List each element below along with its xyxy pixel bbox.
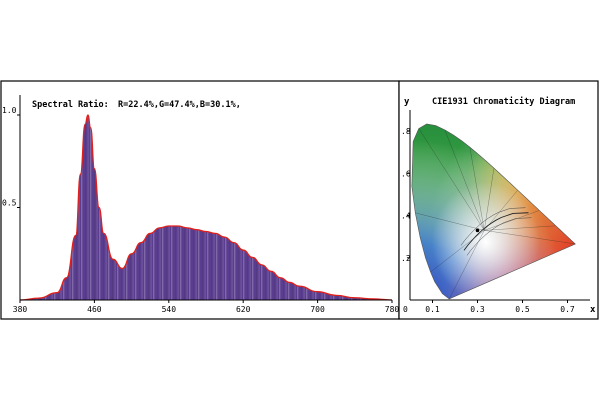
cie-x-axis-label: x — [590, 305, 596, 315]
spectrum-x-tick-label: 460 — [87, 305, 102, 314]
spectrum-curve — [19, 114, 393, 301]
cie-x-ticks: 0.1 0.3 0.5 0.7 — [425, 300, 575, 314]
cie-y-axis-label: y — [404, 97, 410, 107]
spectrum-x-tick-label: 780 — [385, 305, 400, 314]
cie-x-tick-label: 0.5 — [515, 305, 530, 314]
cie-region-line — [484, 210, 540, 231]
spectrum-x-tick-label: 700 — [310, 305, 325, 314]
cie-y-tick-label: .4 — [401, 212, 411, 221]
cie-x-tick-label: 0.1 — [425, 305, 440, 314]
cie-x-tick-label: 0.3 — [470, 305, 485, 314]
cie-chart: .8 .6 .4 .2 0.1 0.3 0.5 0.7 y x CIE1931 Chroma… — [398, 80, 599, 320]
cie-region-line — [469, 147, 485, 231]
spectrum-y-ticks: 1.0 0.5 — [2, 106, 20, 208]
cie-x-tick-label: 0.7 — [560, 305, 575, 314]
cie-region-line — [484, 190, 518, 231]
spectrum-x-tick-label: 380 — [13, 305, 28, 314]
cie-y-tick-label: .8 — [401, 127, 411, 136]
spectrum-y-tick-label: 0.5 — [2, 199, 17, 208]
spectrum-ratio-values: R=22.4%,G=47.4%,B=30.1%, — [118, 100, 241, 110]
cie-region-line — [484, 230, 576, 245]
cie-spectral-locus — [411, 123, 576, 300]
cie-y-tick-label: .2 — [401, 254, 411, 263]
cie-y-tick-label: .6 — [401, 169, 411, 178]
spectrum-y-tick-label: 1.0 — [2, 106, 17, 115]
cie-measured-point — [475, 228, 480, 233]
spectrum-x-tick-label: 540 — [162, 305, 177, 314]
cie-region-line — [415, 212, 485, 231]
cie-planckian-band-upper — [460, 207, 526, 246]
spectrum-title: Spectral Ratio: — [32, 99, 109, 110]
cie-measured-points — [475, 228, 480, 233]
cie-origin-label: 0 — [403, 305, 408, 314]
cie-planckian-locus — [463, 212, 529, 251]
cie-y-ticks: .8 .6 .4 .2 — [401, 127, 411, 263]
cie-region-line — [484, 225, 556, 231]
cie-region-line — [418, 128, 485, 231]
spectrum-chart: 1.0 0.5 380 460 540 620 700 780 Spectral Ratio… — [0, 80, 400, 320]
cie-planckian-band-lower — [466, 217, 532, 256]
cie-title: CIE1931 Chromaticity Diagram — [432, 96, 575, 107]
cie-region-line — [444, 129, 485, 231]
spectrum-x-tick-label: 620 — [236, 305, 251, 314]
spectrum-x-ticks: 380 460 540 620 700 780 — [13, 300, 400, 314]
